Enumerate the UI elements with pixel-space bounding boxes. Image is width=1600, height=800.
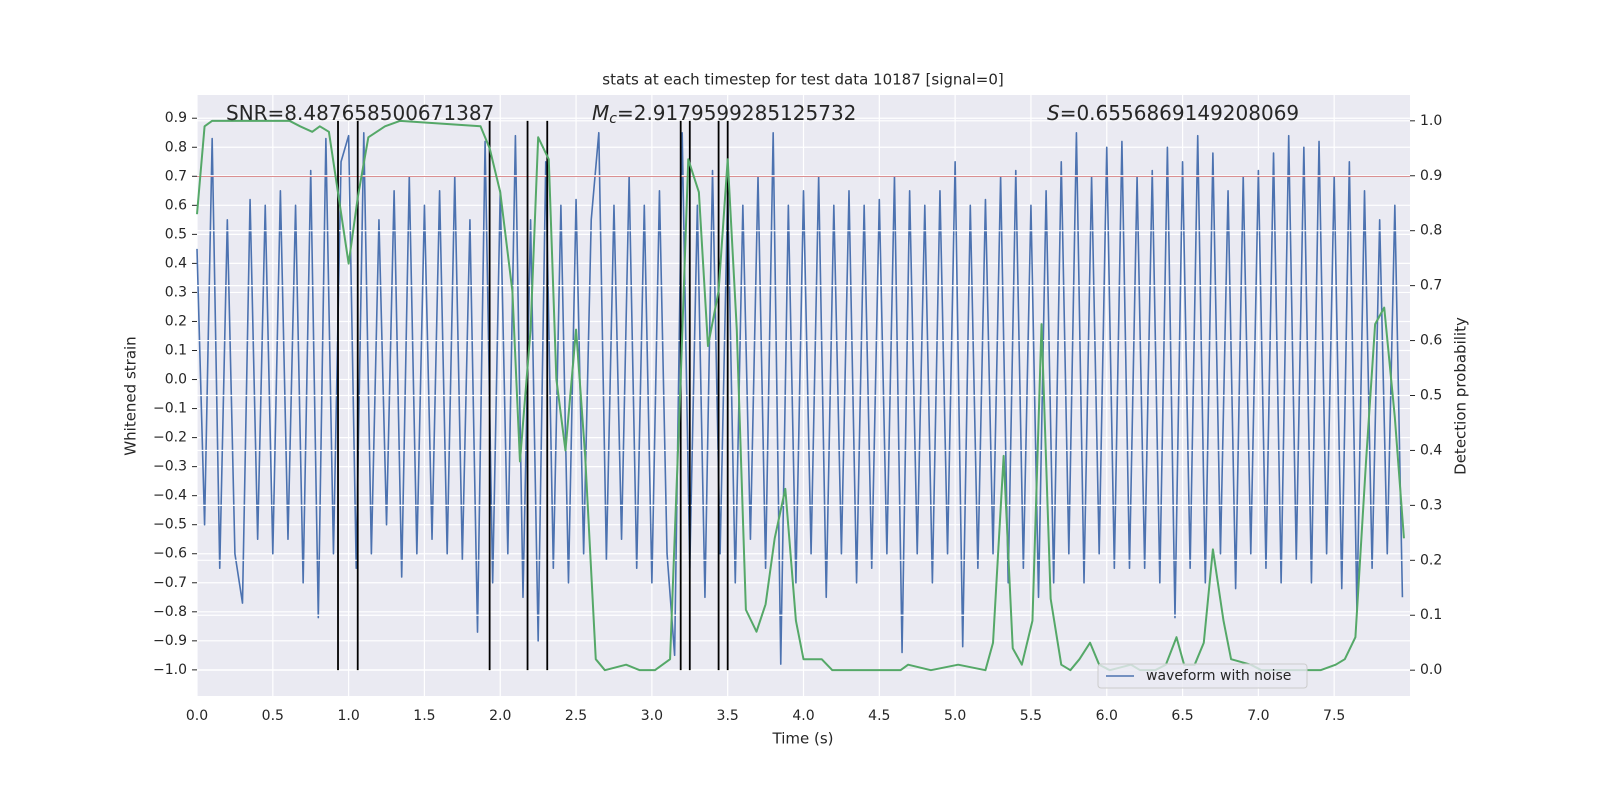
y-tick-label: 0.3 <box>165 284 187 300</box>
series-line <box>196 131 1404 665</box>
x-tick-label: 2.0 <box>489 708 511 724</box>
x-tick-label: 1.0 <box>337 708 359 724</box>
y-tick-label: −0.8 <box>153 604 187 620</box>
x-tick-label: 2.5 <box>565 708 587 724</box>
y2-tick-label: 0.9 <box>1420 168 1442 184</box>
x-tick-label: 7.0 <box>1247 708 1269 724</box>
y-tick-label: −0.5 <box>153 517 187 533</box>
annotation-symbol: S <box>1047 101 1060 125</box>
y-tick-label: 0.0 <box>165 372 187 388</box>
y-tick-label: −0.6 <box>153 546 187 562</box>
y-tick-label: −0.4 <box>153 488 187 504</box>
y2-tick-label: 0.7 <box>1420 278 1442 294</box>
annotation-text: SNR=8.487658500671387 <box>226 101 494 125</box>
y2-tick-label: 0.3 <box>1420 497 1442 513</box>
y-tick-label: 0.7 <box>165 168 187 184</box>
y2-tick-label: 0.5 <box>1420 388 1442 404</box>
series-line <box>196 119 1405 672</box>
y-tick-label: 0.4 <box>165 255 187 271</box>
y-tick-label: 0.6 <box>165 197 187 213</box>
y-tick-label: −1.0 <box>153 662 187 678</box>
y-tick-label: −0.3 <box>153 459 187 475</box>
y-tick-label: 0.9 <box>165 110 187 126</box>
y2-tick-label: 0.1 <box>1420 607 1442 623</box>
legend-label: waveform with noise <box>1146 668 1291 684</box>
y-tick-label: 0.8 <box>165 139 187 155</box>
x-tick-label: 6.5 <box>1171 708 1193 724</box>
annotation: SNR=8.487658500671387 <box>226 101 494 125</box>
y-tick-label: 0.1 <box>165 342 187 358</box>
chart-title: stats at each timestep for test data 101… <box>602 71 1003 89</box>
y2-tick-label: 0.6 <box>1420 333 1442 349</box>
y-tick-label: 0.5 <box>165 226 187 242</box>
y-tick-label: −0.1 <box>153 401 187 417</box>
x-tick-label: 3.5 <box>717 708 739 724</box>
x-tick-label: 1.5 <box>413 708 435 724</box>
y-tick-label: −0.9 <box>153 633 187 649</box>
x-tick-label: 7.5 <box>1323 708 1345 724</box>
x-tick-label: 3.0 <box>641 708 663 724</box>
y2-tick-label: 0.0 <box>1420 662 1442 678</box>
x-tick-label: 0.0 <box>186 708 208 724</box>
x-axis-label: Time (s) <box>772 730 834 748</box>
y-tick-label: −0.2 <box>153 430 187 446</box>
annotation-subscript: c <box>609 111 617 127</box>
y-tick-label: 0.2 <box>165 313 187 329</box>
annotation-text: =2.9179599285125732 <box>617 101 856 125</box>
annotation: S=0.6556869149208069 <box>1047 101 1299 125</box>
y2-tick-label: 1.0 <box>1420 113 1442 129</box>
x-tick-label: 0.5 <box>262 708 284 724</box>
y2-tick-label: 0.2 <box>1420 552 1442 568</box>
x-tick-label: 4.5 <box>868 708 890 724</box>
x-tick-label: 6.0 <box>1096 708 1118 724</box>
legend-box <box>1097 663 1308 689</box>
x-tick-label: 5.0 <box>944 708 966 724</box>
y2-tick-label: 0.8 <box>1420 223 1442 239</box>
y2-axis-label: Detection probability <box>1452 317 1470 475</box>
y-axis-label: Whitened strain <box>122 336 140 455</box>
x-tick-label: 4.0 <box>792 708 814 724</box>
annotation-symbol: M <box>592 101 609 125</box>
annotation: Mc=2.9179599285125732 <box>592 101 856 128</box>
annotation-text: =0.6556869149208069 <box>1060 101 1299 125</box>
y-tick-label: −0.7 <box>153 575 187 591</box>
y2-tick-label: 0.4 <box>1420 442 1442 458</box>
x-tick-label: 5.5 <box>1020 708 1042 724</box>
